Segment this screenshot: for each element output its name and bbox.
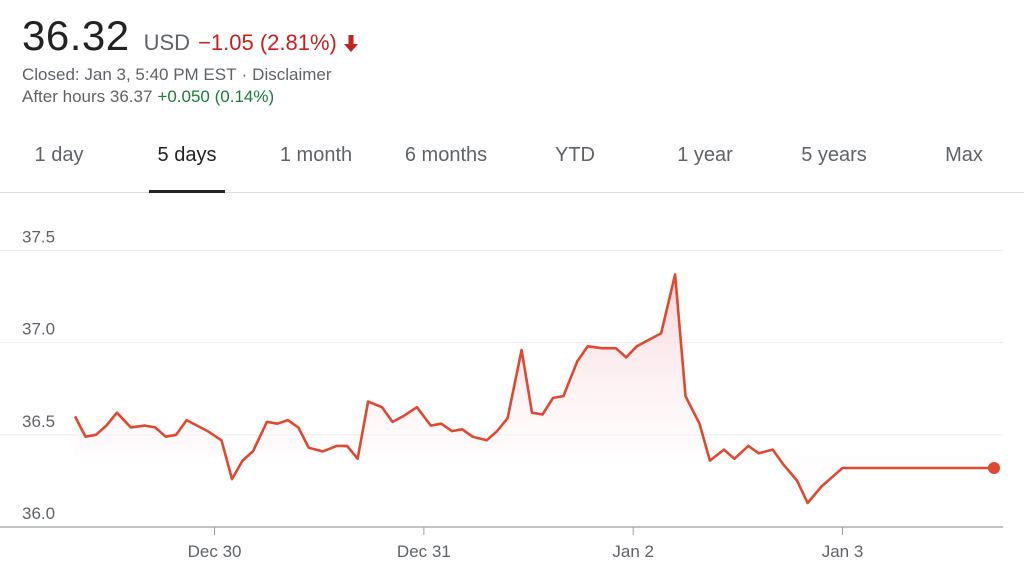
disclaimer-link[interactable]: Disclaimer <box>252 65 332 84</box>
y-tick-label: 36.5 <box>22 412 55 431</box>
x-tick-label: Jan 2 <box>612 542 654 561</box>
tab-label: 1 day <box>34 144 84 166</box>
tab-5-days[interactable]: 5 days <box>149 130 225 193</box>
price-area <box>75 274 994 503</box>
x-axis: Dec 30 Dec 31 Jan 2 Jan 3 <box>188 527 864 561</box>
tab-label: 1 year <box>677 144 733 166</box>
y-tick-label: 37.0 <box>22 320 55 339</box>
x-tick-label: Dec 31 <box>397 542 451 561</box>
price-change: −1.05 (2.81%) <box>198 30 337 55</box>
price-row: 36.32 USD −1.05 (2.81%) <box>22 12 359 60</box>
tab-1-year[interactable]: 1 year <box>670 130 740 192</box>
tab-5-years[interactable]: 5 years <box>794 130 874 192</box>
chart-grid <box>0 249 1003 528</box>
tab-1-day[interactable]: 1 day <box>22 130 96 192</box>
closed-time: Closed: Jan 3, 5:40 PM EST <box>22 65 237 84</box>
tab-label: 6 months <box>404 144 488 166</box>
tab-1-month[interactable]: 1 month <box>272 130 360 192</box>
price-chart[interactable]: 36.0 36.5 37.0 37.5 Dec 30 Dec 31 Jan 2 Jan 3 <box>0 192 1024 576</box>
currency-code: USD <box>143 30 191 55</box>
after-hours-change: +0.050 (0.14%) <box>157 87 275 106</box>
tab-label: 5 years <box>801 144 867 166</box>
y-axis: 36.0 36.5 37.0 37.5 <box>22 227 55 523</box>
tab-label: YTD <box>555 144 595 166</box>
current-price: 36.32 <box>22 12 130 59</box>
tab-max[interactable]: Max <box>936 130 992 192</box>
tab-label: Max <box>945 144 983 166</box>
last-price-point <box>988 462 1000 474</box>
closed-info: Closed: Jan 3, 5:40 PM EST · Disclaimer <box>22 64 359 86</box>
tab-label: 1 month <box>279 144 353 166</box>
tab-label: 5 days <box>157 144 217 166</box>
y-tick-label: 37.5 <box>22 227 55 246</box>
separator: · <box>241 65 248 84</box>
tab-6-months[interactable]: 6 months <box>396 130 496 192</box>
range-tabs: 1 day 5 days 1 month 6 months YTD 1 year… <box>0 130 1024 193</box>
y-tick-label: 36.0 <box>22 504 55 523</box>
after-hours-info: After hours 36.37 +0.050 (0.14%) <box>22 86 359 108</box>
x-tick-label: Jan 3 <box>822 542 864 561</box>
tab-ytd[interactable]: YTD <box>548 130 602 192</box>
quote-header: 36.32 USD −1.05 (2.81%) Closed: Jan 3, 5… <box>22 12 359 108</box>
after-hours-price: After hours 36.37 <box>22 87 153 106</box>
arrow-down-icon <box>343 33 359 53</box>
x-tick-label: Dec 30 <box>188 542 242 561</box>
price-line <box>73 273 994 505</box>
